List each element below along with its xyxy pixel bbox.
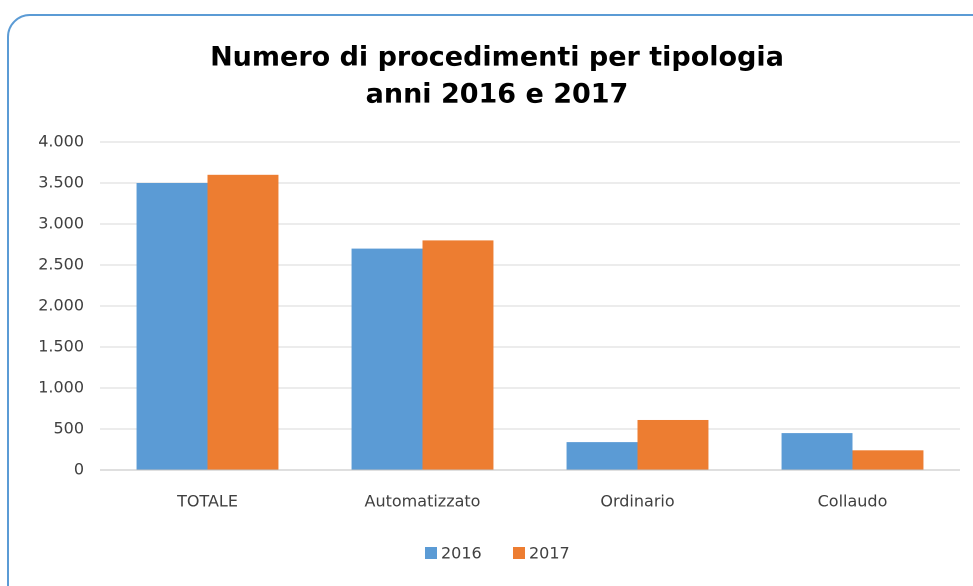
y-tick-label: 2.500	[38, 255, 84, 274]
y-tick-label: 500	[53, 419, 84, 438]
bar	[637, 419, 709, 470]
x-tick-label: TOTALE	[176, 492, 238, 511]
bar	[422, 240, 494, 470]
legend-swatch	[425, 547, 437, 559]
y-tick-label: 0	[74, 460, 84, 479]
bar	[566, 442, 638, 470]
x-tick-label: Collaudo	[818, 492, 888, 511]
chart-subtitle: anni 2016 e 2017	[366, 79, 629, 110]
legend-swatch	[513, 547, 525, 559]
legend-label: 2017	[529, 544, 570, 563]
x-tick-label: Ordinario	[600, 492, 674, 511]
bar	[852, 450, 924, 470]
bar	[351, 248, 423, 470]
y-tick-label: 3.000	[38, 214, 84, 233]
y-tick-label: 4.000	[38, 132, 84, 151]
bar	[781, 433, 853, 470]
bar	[207, 174, 279, 471]
y-tick-label: 2.000	[38, 296, 84, 315]
chart-title: Numero di procedimenti per tipologia	[210, 42, 784, 73]
x-tick-label: Automatizzato	[365, 492, 481, 511]
bar	[136, 183, 208, 470]
legend-label: 2016	[441, 544, 482, 563]
y-tick-label: 1.000	[38, 378, 84, 397]
y-tick-label: 3.500	[38, 173, 84, 192]
y-tick-label: 1.500	[38, 337, 84, 356]
